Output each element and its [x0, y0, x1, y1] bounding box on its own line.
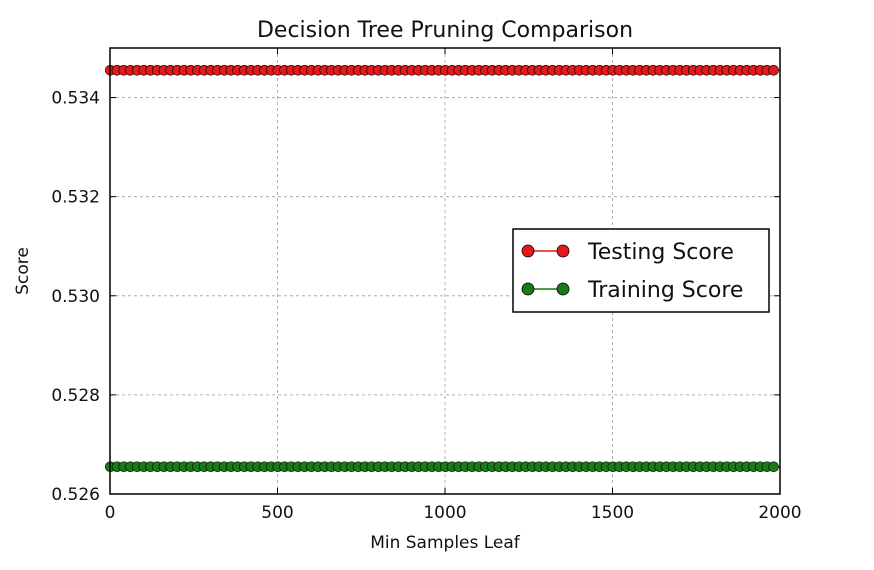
legend-marker-testing — [556, 244, 570, 258]
y-tick-label: 0.528 — [51, 386, 100, 406]
chart-title: Decision Tree Pruning Comparison — [257, 18, 633, 43]
series-testing-score — [105, 65, 780, 76]
data-point — [768, 461, 779, 473]
legend-entry-training: Training Score — [521, 278, 743, 303]
legend-marker-testing — [521, 244, 535, 258]
legend-label-testing: Testing Score — [587, 240, 734, 265]
x-tick-label: 500 — [261, 503, 293, 523]
series-layer — [105, 65, 780, 473]
x-axis-title: Min Samples Leaf — [370, 533, 521, 553]
x-tick-label: 0 — [105, 503, 116, 523]
x-tick-label: 2000 — [758, 503, 801, 523]
legend-marker-training — [521, 282, 535, 296]
y-axis-title: Score — [13, 247, 33, 295]
y-tick-label: 0.526 — [51, 485, 100, 505]
legend-label-training: Training Score — [587, 278, 743, 303]
data-point — [768, 65, 779, 76]
y-tick-label: 0.534 — [51, 89, 100, 109]
x-tick-label: 1000 — [423, 503, 466, 523]
legend: Testing Score Training Score — [512, 228, 770, 313]
ticks: 0 500 1000 1500 2000 0.526 0.528 0.530 0.532 0.53… — [51, 48, 802, 523]
legend-marker-training — [556, 282, 570, 296]
legend-box — [512, 228, 770, 313]
y-tick-label: 0.532 — [51, 188, 100, 208]
legend-entry-testing: Testing Score — [521, 240, 734, 265]
series-training-score — [105, 461, 780, 473]
x-tick-label: 1500 — [591, 503, 634, 523]
y-tick-label: 0.530 — [51, 287, 100, 307]
